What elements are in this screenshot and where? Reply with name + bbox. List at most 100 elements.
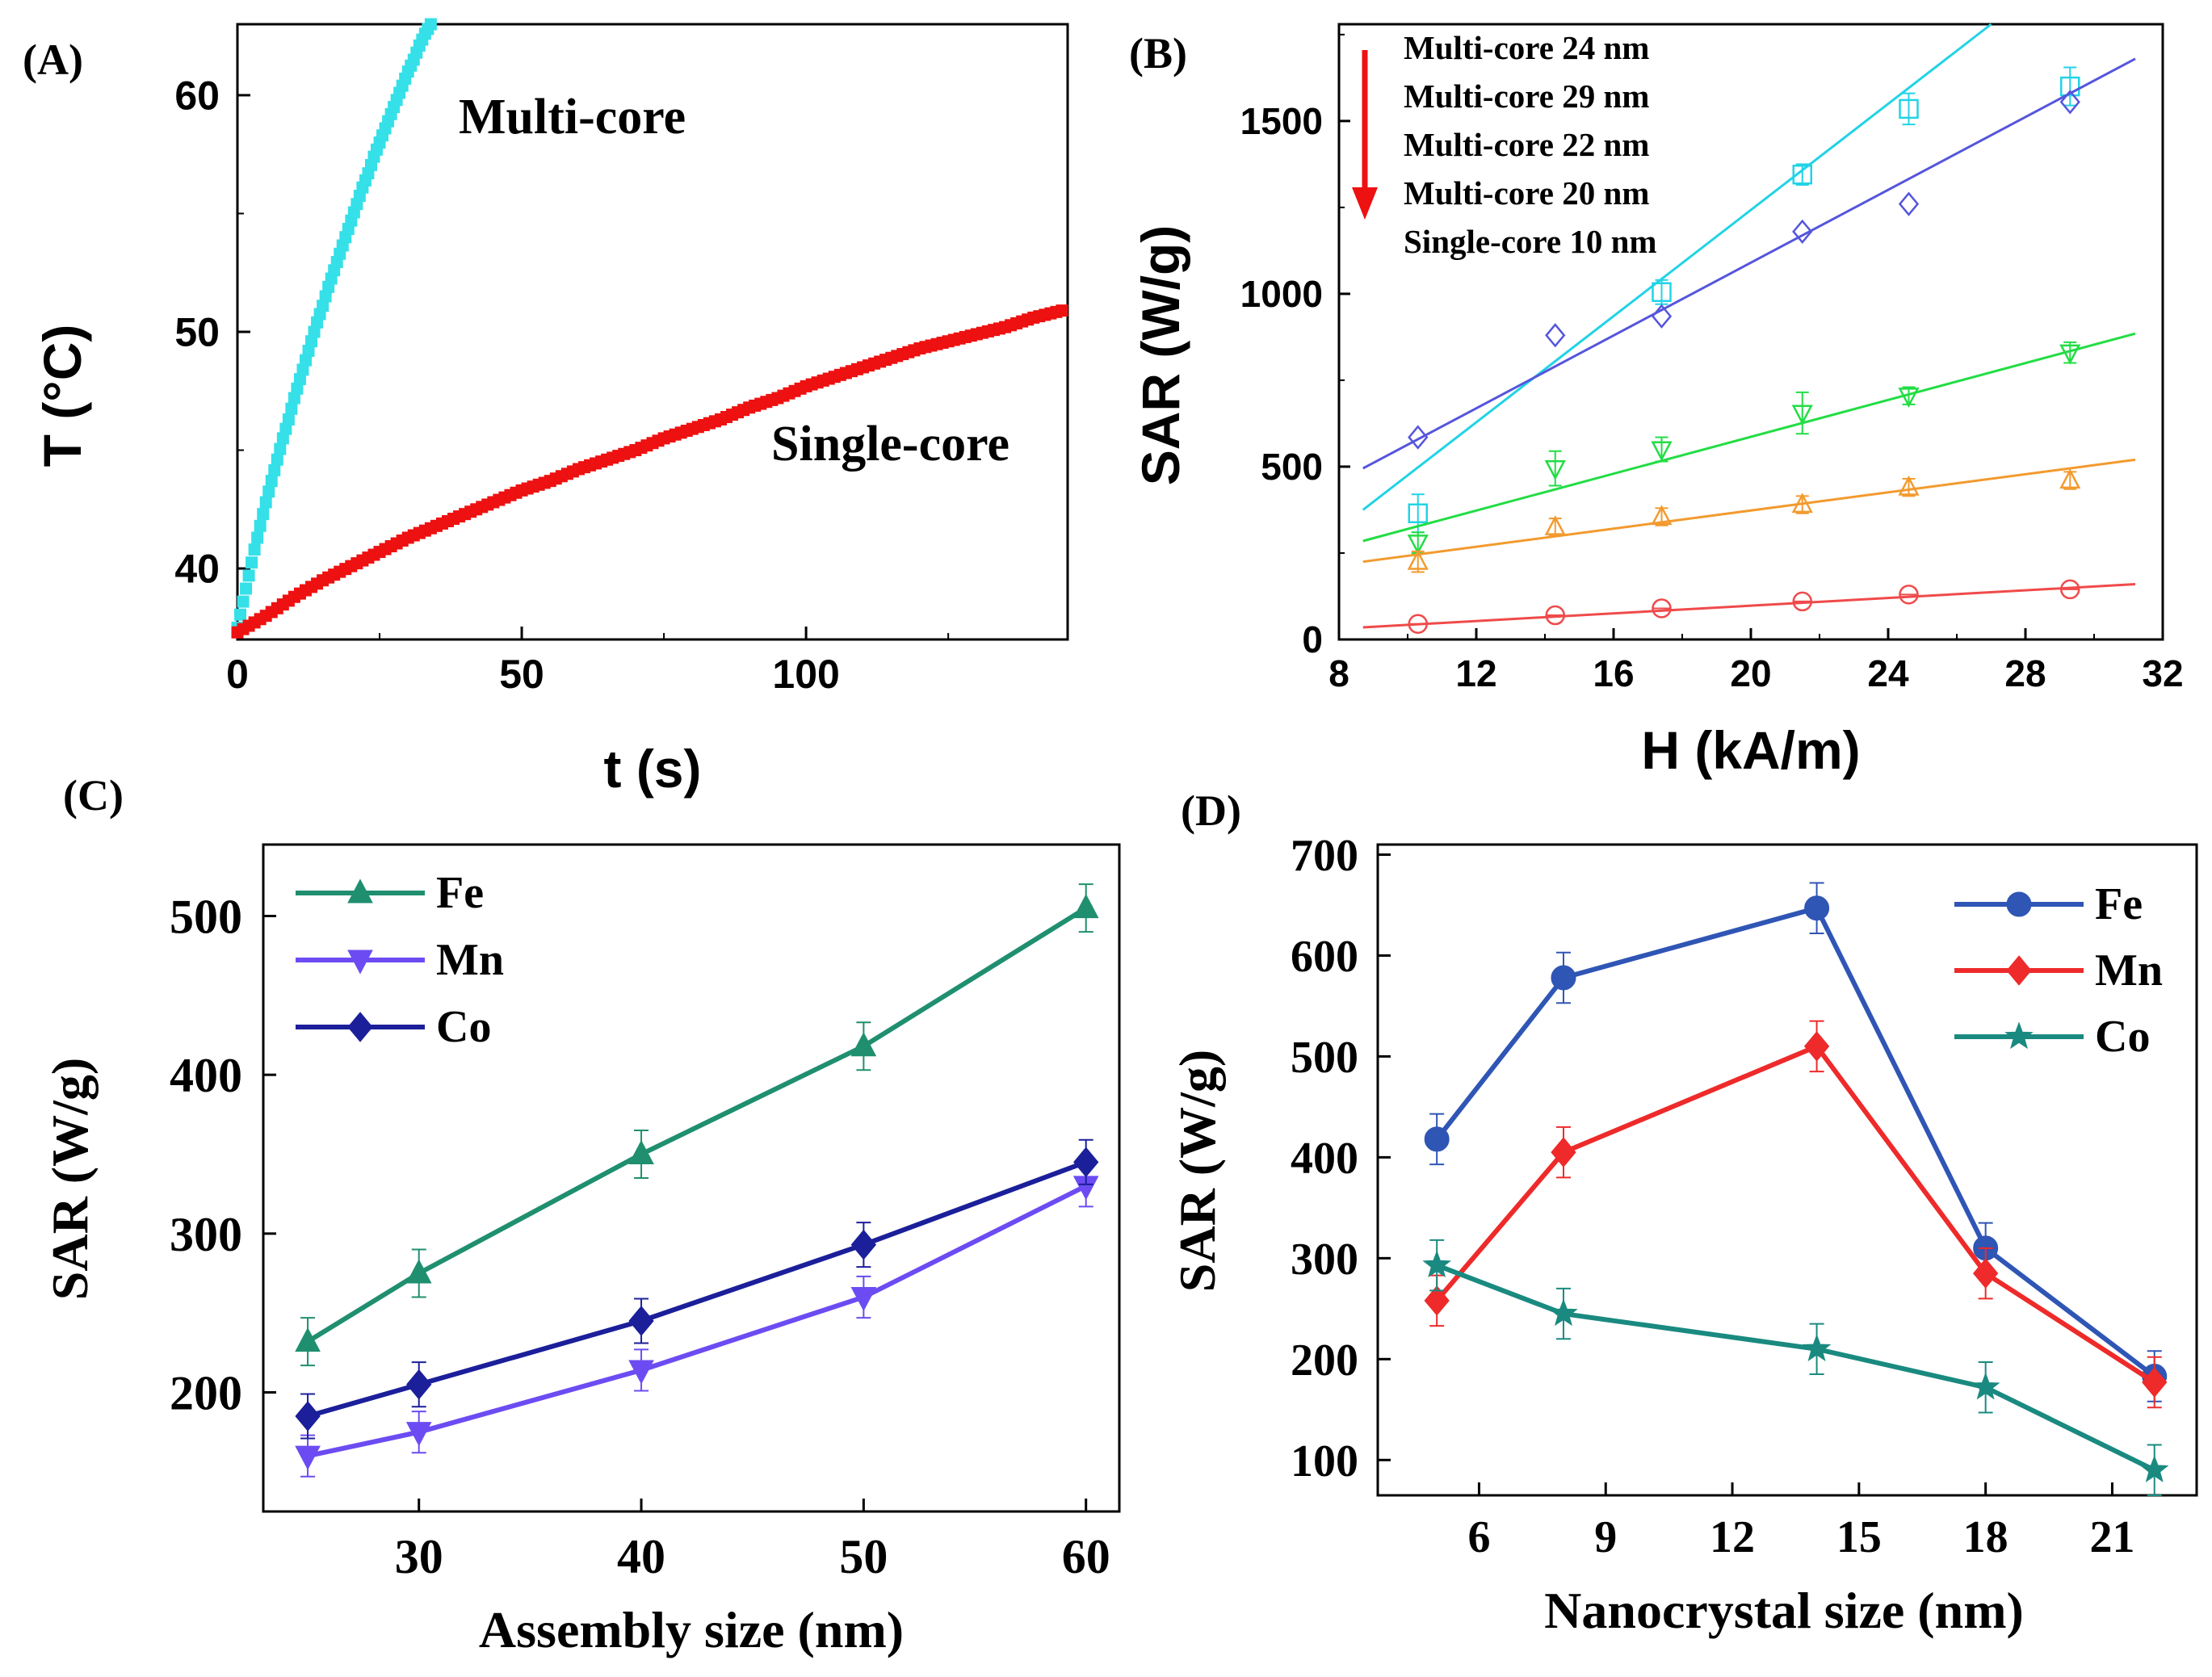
y-tick-label: 40 xyxy=(174,547,220,592)
data-point xyxy=(628,1306,654,1336)
fit-line xyxy=(1362,23,1992,511)
series-fe xyxy=(295,883,1099,1367)
panel-c-ticks: 30 40 50 60 200 300 400 500 xyxy=(170,891,1110,1584)
data-point xyxy=(1551,965,1576,991)
data-point xyxy=(1551,1137,1576,1168)
panel-c: (C) 30 40 50 60 200 300 400 500 SAR (W/g) Assem… xyxy=(41,771,1121,1658)
panel-d-plot-frame xyxy=(1376,843,2198,1497)
panel-c-y-axis-label: SAR (W/g) xyxy=(41,1058,99,1300)
x-tick-label: 28 xyxy=(2004,652,2046,694)
panel-a-series xyxy=(231,18,1068,639)
series xyxy=(1362,579,2136,634)
legend-label: Co xyxy=(2095,1012,2150,1062)
legend-swatch-marker xyxy=(347,950,373,975)
data-point xyxy=(1804,895,1830,921)
data-point xyxy=(1973,1258,1999,1289)
x-tick-label: 21 xyxy=(2089,1512,2134,1562)
series-co xyxy=(1422,1239,2169,1496)
data-point xyxy=(262,485,275,498)
data-point xyxy=(246,556,258,569)
series-mn xyxy=(295,1164,1099,1478)
data-point xyxy=(1899,99,1919,119)
panel-b-legend-entry: Single-core 10 nm xyxy=(1404,223,1657,260)
data-point xyxy=(1791,493,1813,514)
data-point xyxy=(248,543,261,556)
y-tick-label: 300 xyxy=(1291,1235,1358,1285)
data-point xyxy=(1407,549,1429,570)
y-tick-label: 1500 xyxy=(1240,100,1323,142)
data-point xyxy=(1792,591,1812,612)
data-point xyxy=(1408,614,1428,634)
y-tick-label: 400 xyxy=(170,1049,242,1102)
series xyxy=(1362,57,2136,470)
panel-a-ticks: 0 50 100 40 50 60 xyxy=(174,73,950,697)
panel-d-legend: Fe Mn Co xyxy=(1954,879,2163,1062)
y-tick-label: 60 xyxy=(174,73,220,118)
legend-entry-mn: Mn xyxy=(1954,945,2163,996)
data-point xyxy=(1407,535,1429,555)
legend-entry-fe: Fe xyxy=(296,868,484,918)
y-tick-label: 600 xyxy=(1291,932,1358,982)
data-point xyxy=(1544,460,1566,480)
x-tick-label: 50 xyxy=(499,652,544,697)
data-point xyxy=(2059,90,2080,115)
data-point xyxy=(2060,579,2080,600)
panel-a: (A) 0 50 100 40 50 60 T (°C) t (s) Multi-core… xyxy=(23,18,1069,799)
data-point xyxy=(1545,605,1565,626)
legend-label: Mn xyxy=(436,935,504,985)
panel-b-legend-entry: Multi-core 20 nm xyxy=(1404,174,1649,212)
legend-swatch-marker xyxy=(347,1012,373,1042)
legend-swatch-marker xyxy=(2004,1021,2034,1050)
legend-entry-co: Co xyxy=(296,1002,491,1052)
data-point xyxy=(265,475,278,488)
panel-c-label: (C) xyxy=(63,771,124,820)
data-point xyxy=(1651,505,1673,526)
x-tick-label: 20 xyxy=(1730,652,1771,694)
data-point xyxy=(405,1422,432,1447)
panel-b-legend: Multi-core 24 nm Multi-core 29 nm Multi-… xyxy=(1352,29,1657,260)
data-point xyxy=(1803,1031,1830,1062)
data-point xyxy=(2139,1455,2169,1482)
fit-line xyxy=(1362,583,2136,629)
panel-d-x-axis-label: Nanocrystal size (nm) xyxy=(1544,1582,2024,1639)
y-tick-label: 50 xyxy=(174,310,220,355)
y-tick-label: 1000 xyxy=(1240,273,1323,315)
data-point xyxy=(257,508,270,521)
series xyxy=(1362,458,2136,573)
y-tick-label: 200 xyxy=(1291,1335,1358,1386)
data-point xyxy=(1073,1147,1099,1178)
series xyxy=(1362,23,2080,534)
series-mn xyxy=(1424,1020,2168,1409)
panel-b-x-axis-label: H (kA/m) xyxy=(1641,720,1860,780)
data-point xyxy=(2059,344,2081,365)
panel-a-x-axis-label: t (s) xyxy=(604,739,702,799)
data-point xyxy=(850,1287,877,1312)
series-line xyxy=(1434,1043,2156,1385)
data-point xyxy=(295,1327,321,1352)
panel-d-label: (D) xyxy=(1181,786,1241,835)
panel-b-legend-entry: Multi-core 29 nm xyxy=(1404,78,1649,115)
data-point xyxy=(1424,1285,1450,1316)
x-tick-label: 100 xyxy=(772,652,839,697)
data-point xyxy=(1549,1298,1578,1327)
y-tick-label: 500 xyxy=(170,891,242,944)
data-point xyxy=(1544,515,1566,535)
data-point xyxy=(2142,1367,2168,1398)
panel-c-legend: Fe Mn Co xyxy=(296,868,504,1052)
legend-label: Mn xyxy=(2095,945,2163,996)
data-point xyxy=(1899,585,1919,605)
data-point xyxy=(1424,1126,1450,1152)
panel-d-y-axis-label: SAR (W/g) xyxy=(1169,1050,1226,1292)
data-point xyxy=(424,18,437,31)
legend-swatch-marker xyxy=(347,878,373,903)
series-fe xyxy=(1424,882,2168,1402)
x-tick-label: 30 xyxy=(395,1530,443,1583)
data-point xyxy=(628,1139,654,1164)
panel-b-ticks: 8 12 16 20 24 28 32 0 500 1000 1500 xyxy=(1240,33,2184,694)
y-tick-label: 200 xyxy=(170,1367,242,1420)
panel-a-annotation-multi-core: Multi-core xyxy=(459,90,686,145)
data-point xyxy=(251,531,264,544)
y-tick-label: 400 xyxy=(1291,1134,1358,1184)
